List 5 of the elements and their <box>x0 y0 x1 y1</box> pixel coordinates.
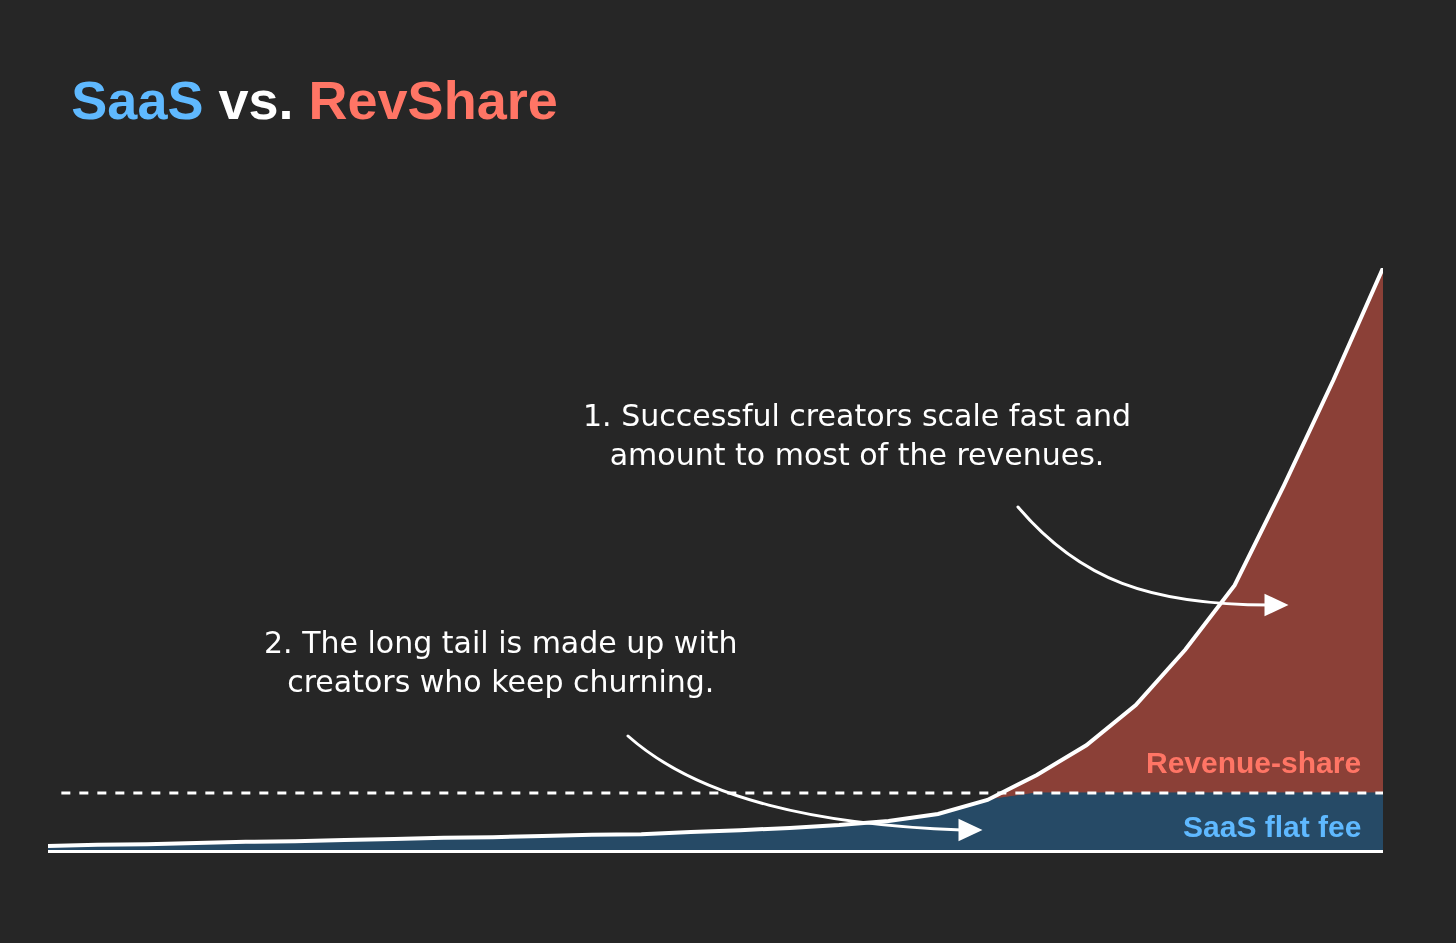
series-label: Revenue-share <box>1146 746 1362 779</box>
annotation: 2. The long tail is made up with creators who keep churning. <box>264 625 738 699</box>
annotation: 1. Successful creators scale fast and amount to most of the revenues. <box>583 398 1132 472</box>
series-label: SaaS flat fee <box>1183 810 1362 843</box>
chart-title: SaaS vs. RevShare <box>71 69 558 130</box>
